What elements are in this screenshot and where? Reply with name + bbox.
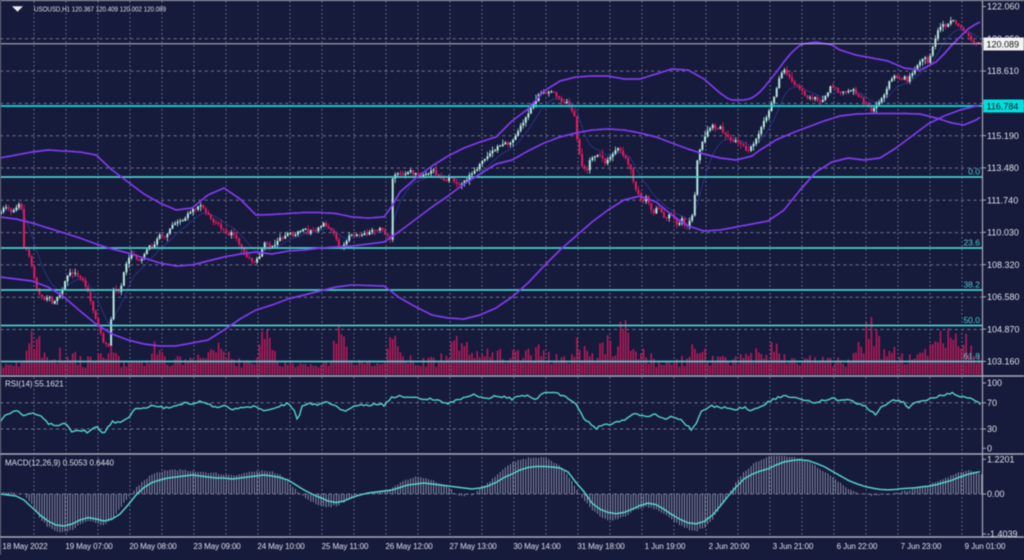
svg-text:116.784: 116.784 [987, 102, 1019, 112]
svg-text:50.0: 50.0 [963, 315, 980, 325]
svg-text:61.8: 61.8 [963, 351, 980, 361]
svg-text:115.190: 115.190 [987, 131, 1019, 141]
svg-text:120.089: 120.089 [987, 40, 1020, 50]
svg-text:0: 0 [987, 444, 992, 454]
svg-text:25 May 11:00: 25 May 11:00 [322, 542, 369, 551]
svg-text:110.030: 110.030 [987, 228, 1019, 238]
svg-text:100: 100 [987, 378, 1002, 388]
svg-text:30 May 14:00: 30 May 14:00 [513, 542, 561, 551]
svg-text:MACD(12,26,9) 0.5053 0.6440: MACD(12,26,9) 0.5053 0.6440 [5, 459, 115, 468]
svg-text:0.0: 0.0 [968, 167, 980, 177]
svg-text:0.00: 0.00 [987, 489, 1005, 499]
svg-text:3 Jun 21:00: 3 Jun 21:00 [773, 542, 814, 551]
svg-text:31 May 18:00: 31 May 18:00 [577, 542, 625, 551]
svg-text:111.740: 111.740 [987, 195, 1018, 205]
svg-text:USOUSD,H1 120.367 120.409 120: USOUSD,H1 120.367 120.409 120.002 120.08… [34, 5, 166, 14]
svg-text:70: 70 [987, 398, 997, 408]
svg-text:27 May 13:00: 27 May 13:00 [449, 542, 497, 551]
svg-text:26 May 12:00: 26 May 12:00 [385, 542, 433, 551]
svg-text:23.6: 23.6 [963, 238, 980, 248]
svg-text:7 Jun 23:00: 7 Jun 23:00 [901, 542, 942, 551]
svg-text:38.2: 38.2 [963, 280, 980, 290]
svg-text:122.060: 122.060 [987, 2, 1020, 12]
svg-text:-1.4039: -1.4039 [987, 529, 1018, 539]
svg-text:20 May 08:00: 20 May 08:00 [129, 542, 177, 551]
svg-text:24 May 10:00: 24 May 10:00 [257, 542, 305, 551]
svg-text:18 May 2022: 18 May 2022 [2, 542, 48, 551]
svg-text:104.870: 104.870 [987, 324, 1020, 334]
svg-text:1 Jun 19:00: 1 Jun 19:00 [645, 542, 686, 551]
svg-text:30: 30 [987, 424, 997, 434]
svg-text:9 Jun 01:00: 9 Jun 01:00 [965, 542, 1006, 551]
svg-text:23 May 09:00: 23 May 09:00 [193, 542, 241, 551]
svg-text:1.2201: 1.2201 [987, 455, 1015, 465]
svg-text:108.320: 108.320 [987, 260, 1020, 270]
svg-text:6 Jun 22:00: 6 Jun 22:00 [837, 542, 878, 551]
svg-text:2 Jun 20:00: 2 Jun 20:00 [709, 542, 750, 551]
svg-text:RSI(14) 55.1621: RSI(14) 55.1621 [5, 380, 64, 389]
svg-text:113.480: 113.480 [987, 163, 1019, 173]
svg-text:118.610: 118.610 [987, 66, 1019, 76]
svg-text:103.160: 103.160 [987, 357, 1020, 367]
svg-text:106.580: 106.580 [987, 292, 1020, 302]
svg-text:19 May 07:00: 19 May 07:00 [65, 542, 113, 551]
